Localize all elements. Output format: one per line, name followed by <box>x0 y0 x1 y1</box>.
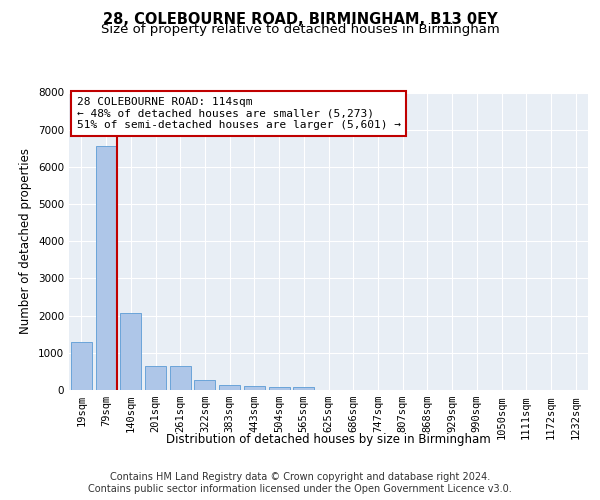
Text: 28, COLEBOURNE ROAD, BIRMINGHAM, B13 0EY: 28, COLEBOURNE ROAD, BIRMINGHAM, B13 0EY <box>103 12 497 28</box>
Text: 28 COLEBOURNE ROAD: 114sqm
← 48% of detached houses are smaller (5,273)
51% of s: 28 COLEBOURNE ROAD: 114sqm ← 48% of deta… <box>77 97 401 130</box>
Bar <box>145 366 166 390</box>
Bar <box>71 342 92 390</box>
Bar <box>120 312 141 390</box>
Bar <box>293 387 314 390</box>
Y-axis label: Number of detached properties: Number of detached properties <box>19 148 32 334</box>
Text: Contains public sector information licensed under the Open Government Licence v3: Contains public sector information licen… <box>88 484 512 494</box>
Text: Distribution of detached houses by size in Birmingham: Distribution of detached houses by size … <box>166 432 491 446</box>
Bar <box>95 146 116 390</box>
Text: Size of property relative to detached houses in Birmingham: Size of property relative to detached ho… <box>101 22 499 36</box>
Bar <box>194 380 215 390</box>
Bar <box>244 386 265 390</box>
Bar <box>219 385 240 390</box>
Text: Contains HM Land Registry data © Crown copyright and database right 2024.: Contains HM Land Registry data © Crown c… <box>110 472 490 482</box>
Bar <box>269 387 290 390</box>
Bar <box>170 366 191 390</box>
